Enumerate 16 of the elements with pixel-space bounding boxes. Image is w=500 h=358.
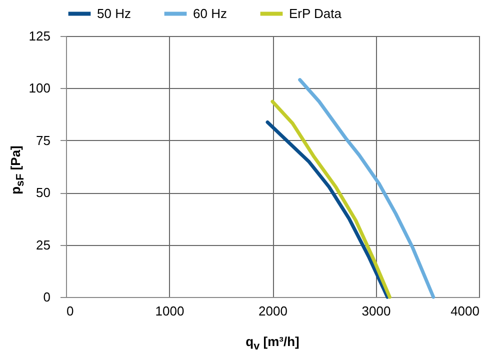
y-tick-label: 0 — [43, 290, 50, 304]
line-series — [298, 78, 436, 299]
x-axis-title: q$_{v}$ [m³/h] — [244, 334, 300, 353]
x-tick-label: 4000 — [450, 304, 480, 318]
y-tick-label: 75 — [36, 132, 50, 148]
x-tick-label: 3000 — [362, 304, 391, 318]
x-tick-label: 0 — [66, 304, 74, 318]
x-tick-label: 1000 — [155, 304, 184, 318]
y-tick-label: 50 — [36, 185, 50, 200]
y-tick-label: 125 — [28, 28, 50, 44]
x-tick-label: 2000 — [258, 304, 288, 318]
y-tick-label: 25 — [36, 237, 50, 252]
legend-label: 60 Hz — [193, 6, 227, 21]
legend-label: 50 Hz — [97, 6, 131, 21]
y-tick-label: 100 — [28, 80, 50, 96]
legend-label: ErP Data — [289, 6, 342, 21]
